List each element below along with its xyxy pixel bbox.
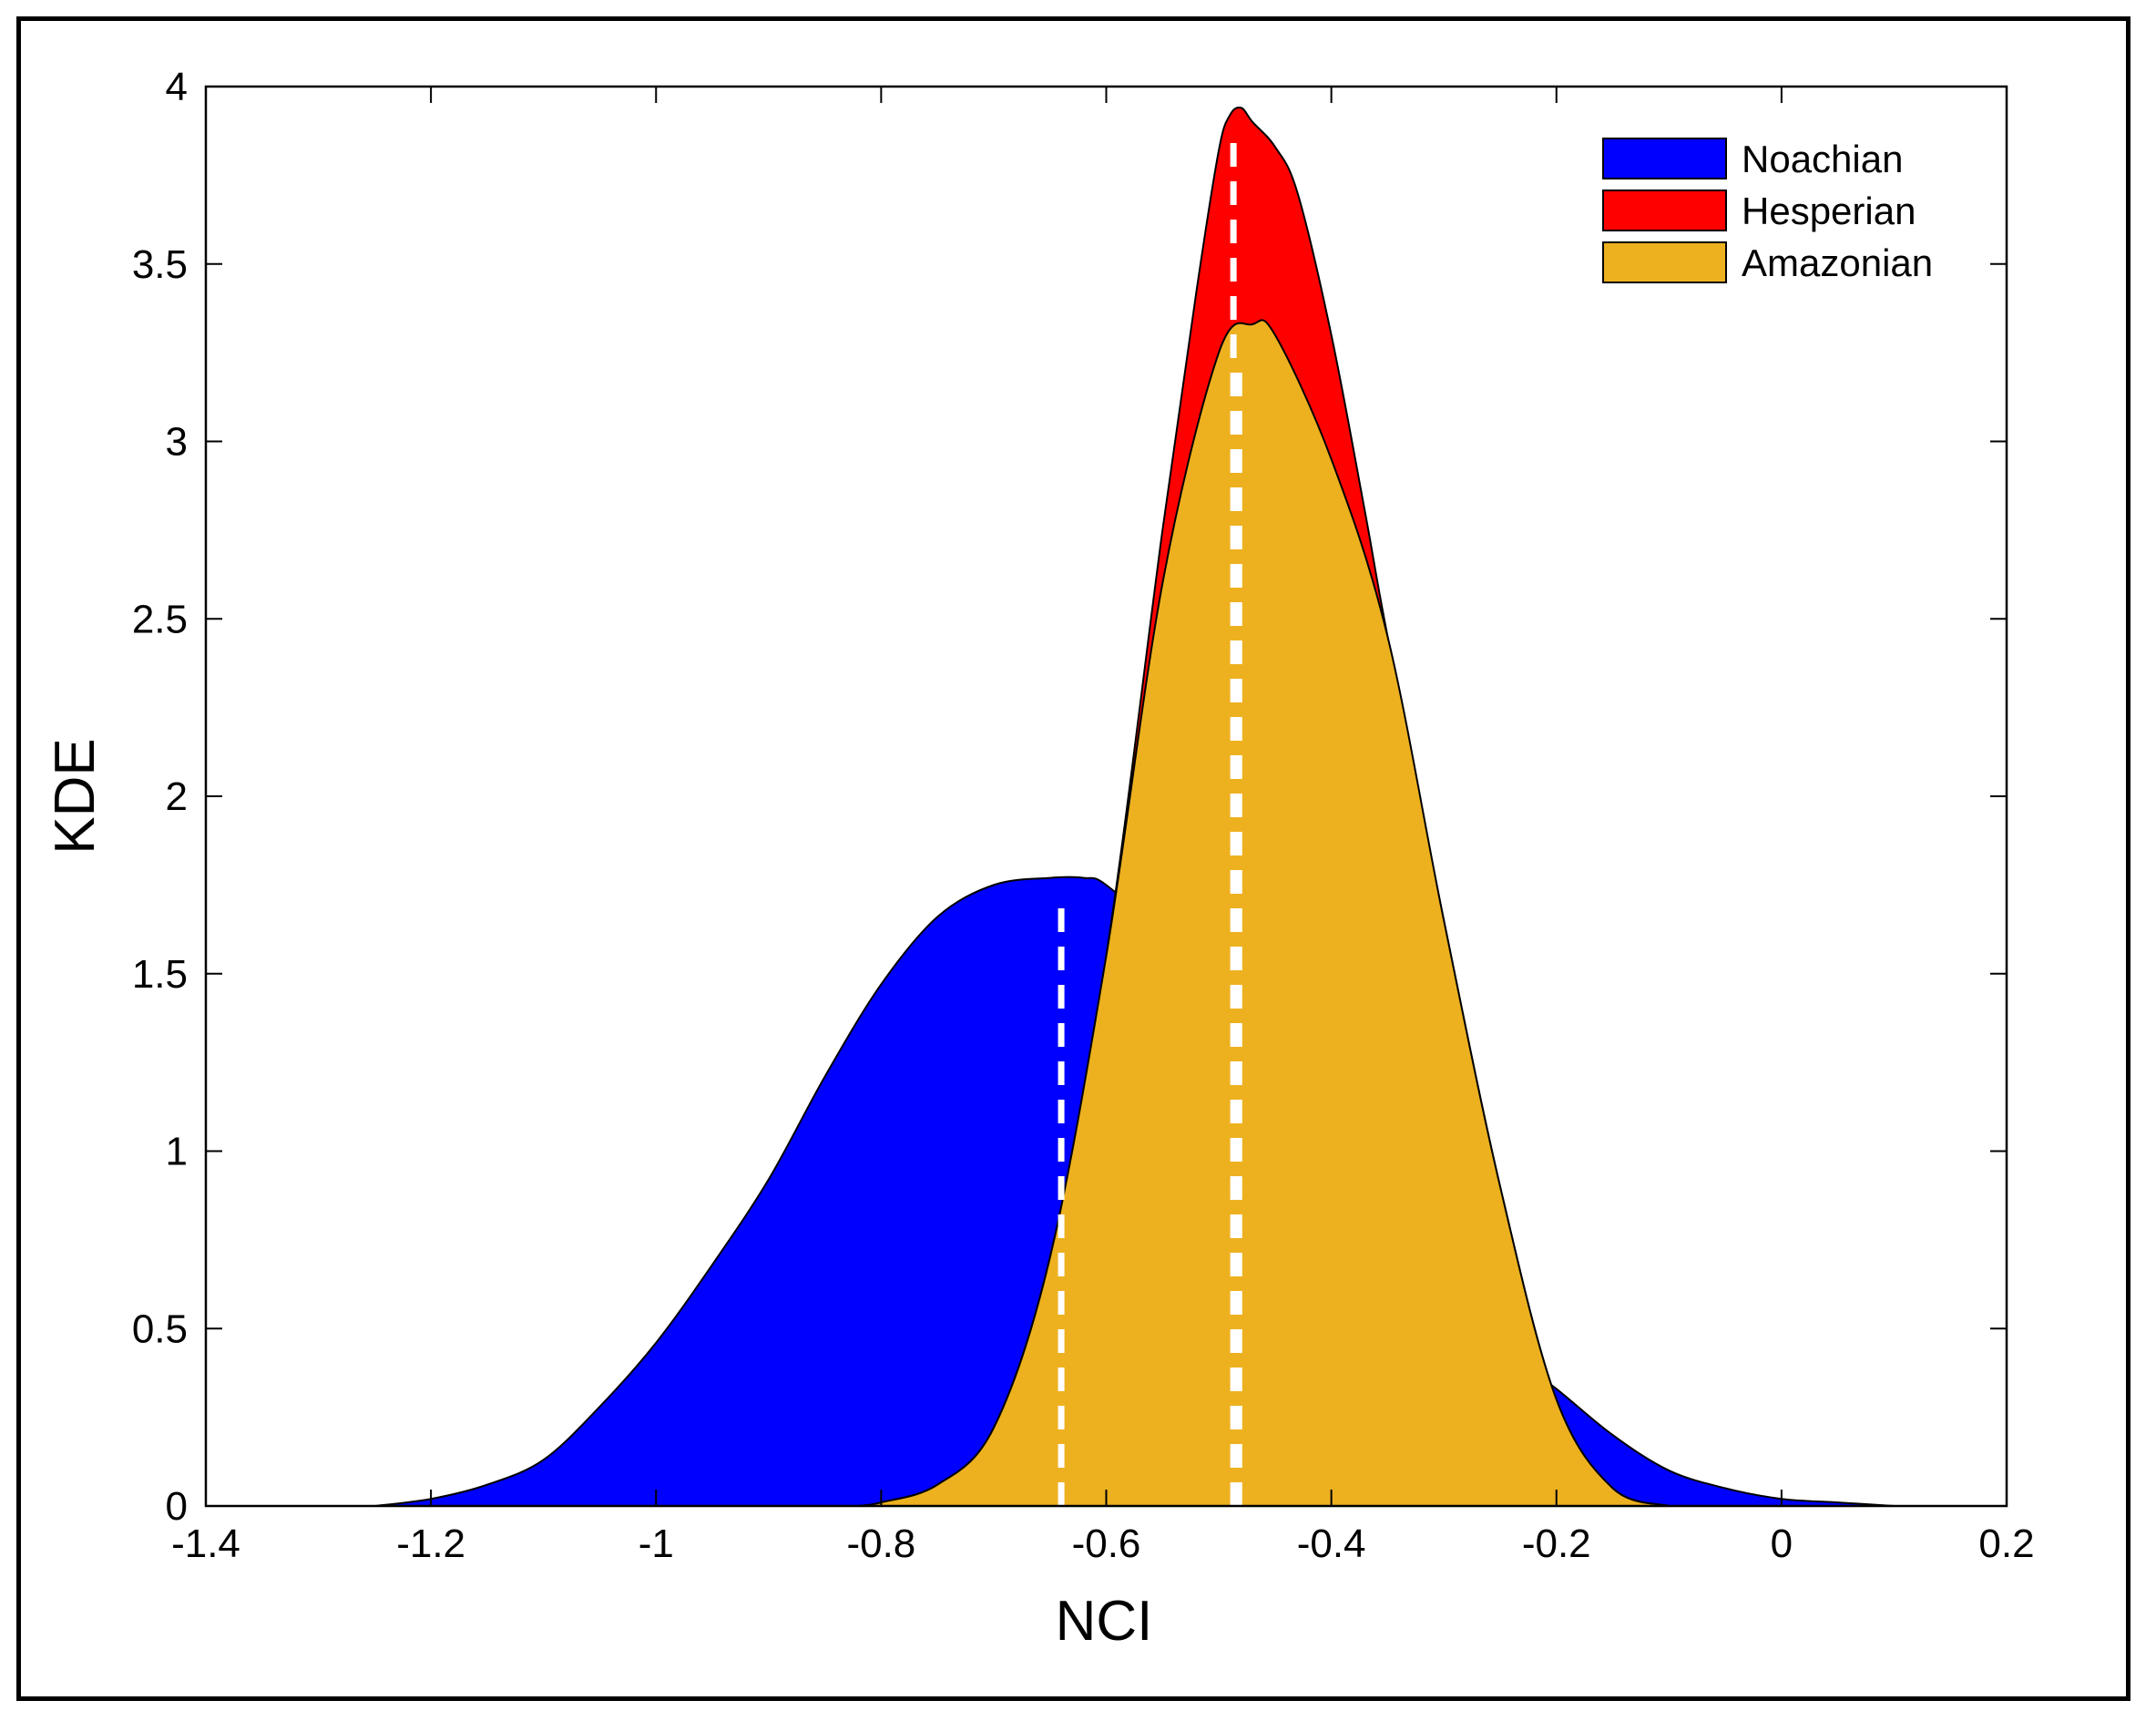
y-tick-label: 4 — [166, 65, 188, 109]
legend-swatch-hesperian — [1602, 190, 1727, 231]
y-tick-label: 2.5 — [132, 597, 188, 641]
legend-swatch-noachian — [1602, 138, 1727, 179]
x-tick-label: -0.4 — [1297, 1521, 1366, 1566]
median-lines — [1058, 140, 1242, 1506]
x-tick-label: -0.2 — [1522, 1521, 1591, 1566]
x-tick-label: -1 — [639, 1521, 674, 1566]
x-axis-label: NCI — [1056, 1590, 1153, 1653]
y-tick-label: 3 — [166, 420, 188, 465]
x-tick-label: 0.2 — [1978, 1521, 2034, 1566]
y-tick-label: 0.5 — [132, 1306, 188, 1351]
y-axis-label: KDE — [44, 738, 107, 854]
y-tick-label: 0 — [166, 1484, 188, 1529]
y-tick-label: 2 — [166, 774, 188, 819]
legend: Noachian Hesperian Amazonian — [1602, 138, 1933, 284]
density-areas — [374, 106, 1895, 1507]
area-amazonian — [858, 319, 1670, 1507]
legend-label-noachian: Noachian — [1742, 138, 1903, 180]
y-axis-ticks: 0 0.5 1 1.5 2 2.5 3 3.5 4 — [132, 65, 2007, 1529]
x-tick-label: 0 — [1771, 1521, 1793, 1566]
x-axis-ticks: -1.4 -1.2 -1 -0.8 -0.6 -0.4 -0.2 0 0.2 — [171, 87, 2035, 1566]
legend-label-amazonian: Amazonian — [1742, 241, 1933, 284]
x-tick-label: -0.8 — [846, 1521, 915, 1566]
x-tick-label: -0.6 — [1072, 1521, 1141, 1566]
legend-label-hesperian: Hesperian — [1742, 190, 1916, 232]
y-tick-label: 3.5 — [132, 242, 188, 287]
y-tick-label: 1 — [166, 1130, 188, 1174]
x-tick-label: -1.4 — [171, 1521, 240, 1566]
y-tick-label: 1.5 — [132, 952, 188, 997]
legend-swatch-amazonian — [1602, 241, 1727, 283]
x-tick-label: -1.2 — [396, 1521, 465, 1566]
